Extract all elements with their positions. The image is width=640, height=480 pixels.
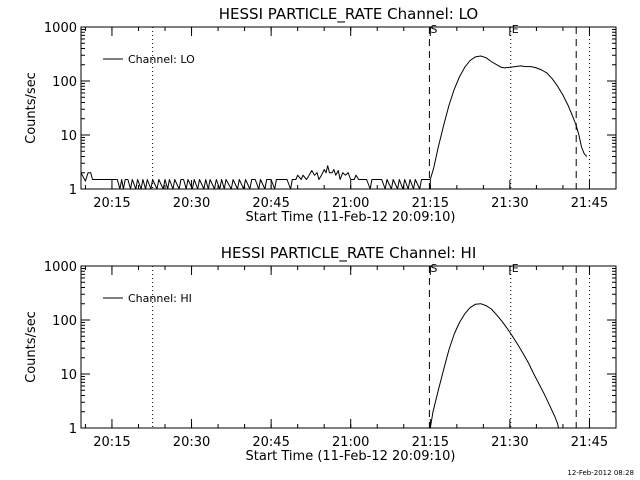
y-tick-label: 100	[52, 314, 77, 329]
series-line	[80, 55, 588, 190]
x-tick-label: 20:30	[173, 435, 210, 450]
y-tick-label: 10	[60, 368, 77, 383]
y-tick-label: 1	[69, 422, 77, 437]
x-tick-label: 21:30	[491, 196, 528, 211]
y-tick-label: 100	[52, 75, 77, 90]
y-tick-label: 1000	[44, 21, 77, 36]
y-axis-label: Counts/sec	[24, 311, 39, 383]
legend-label: Channel: LO	[128, 53, 195, 66]
x-tick-label: 21:00	[332, 196, 369, 211]
y-tick-label: 1	[69, 183, 77, 198]
footer-timestamp: 12-Feb-2012 08:28	[567, 469, 634, 477]
time-marker-label: E	[512, 262, 519, 275]
x-tick-label: 21:15	[412, 196, 449, 211]
time-marker-label: S	[430, 262, 437, 275]
x-tick-label: 21:30	[491, 435, 528, 450]
x-axis-label: Start Time (11-Feb-12 20:09:10)	[246, 449, 456, 464]
legend-label: Channel: HI	[128, 292, 192, 305]
plot-frame	[80, 26, 617, 190]
x-tick-label: 21:15	[412, 435, 449, 450]
x-tick-label: 21:45	[571, 435, 608, 450]
x-tick-label: 20:30	[173, 196, 210, 211]
series-line	[429, 303, 559, 429]
x-tick-label: 20:15	[93, 435, 130, 450]
chart-title: HESSI PARTICLE_RATE Channel: LO	[219, 5, 478, 24]
y-axis-label: Counts/sec	[24, 72, 39, 144]
x-tick-label: 20:15	[93, 196, 130, 211]
y-tick-label: 1000	[44, 260, 77, 275]
time-marker-label: E	[512, 23, 519, 36]
chart-panel: HESSI PARTICLE_RATE Channel: HI Counts/se…	[24, 244, 617, 464]
plot-frame	[80, 265, 617, 429]
x-tick-label: 21:45	[571, 196, 608, 211]
chart-panel: HESSI PARTICLE_RATE Channel: LO Counts/se…	[24, 5, 617, 225]
y-tick-label: 10	[60, 129, 77, 144]
x-tick-label: 20:45	[252, 196, 289, 211]
x-axis-label: Start Time (11-Feb-12 20:09:10)	[246, 210, 456, 225]
chart-title: HESSI PARTICLE_RATE Channel: HI	[221, 244, 477, 263]
time-marker-label: S	[430, 23, 437, 36]
x-tick-label: 21:00	[332, 435, 369, 450]
x-tick-label: 20:45	[252, 435, 289, 450]
